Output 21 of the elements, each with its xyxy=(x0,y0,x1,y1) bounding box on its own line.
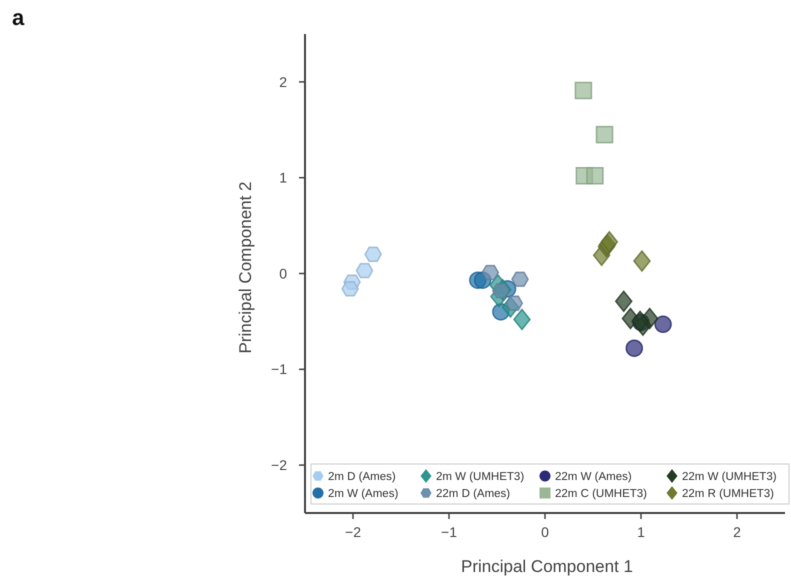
legend-label: 2m D (Ames) xyxy=(328,471,396,484)
x-tick-label: 1 xyxy=(637,524,646,540)
y-tick-label: 2 xyxy=(279,74,288,90)
legend-label: 22m D (Ames) xyxy=(436,488,510,500)
y-tick-label: −1 xyxy=(271,361,288,378)
y-axis-title: Principal Component 2 xyxy=(236,182,255,354)
y-tick-label: 1 xyxy=(279,170,288,186)
x-tick-label: 2 xyxy=(733,524,742,540)
y-tick-label: −2 xyxy=(271,457,288,473)
legend-label: 22m C (UMHET3) xyxy=(555,488,648,500)
legend-label: 2m W (Ames) xyxy=(328,488,398,500)
x-axis-title: Principal Component 1 xyxy=(461,557,633,576)
legend-label: 22m W (Ames) xyxy=(555,471,632,484)
x-tick-label: −2 xyxy=(345,524,362,540)
legend-label: 22m R (UMHET3) xyxy=(682,488,774,500)
y-tick-label: 0 xyxy=(279,265,288,282)
x-tick-label: −1 xyxy=(441,524,458,540)
text: a xyxy=(12,5,25,30)
legend-label: 22m W (UMHET3) xyxy=(682,471,777,484)
x-tick-label: 0 xyxy=(541,524,550,540)
legend-label: 2m W (UMHET3) xyxy=(436,471,524,484)
